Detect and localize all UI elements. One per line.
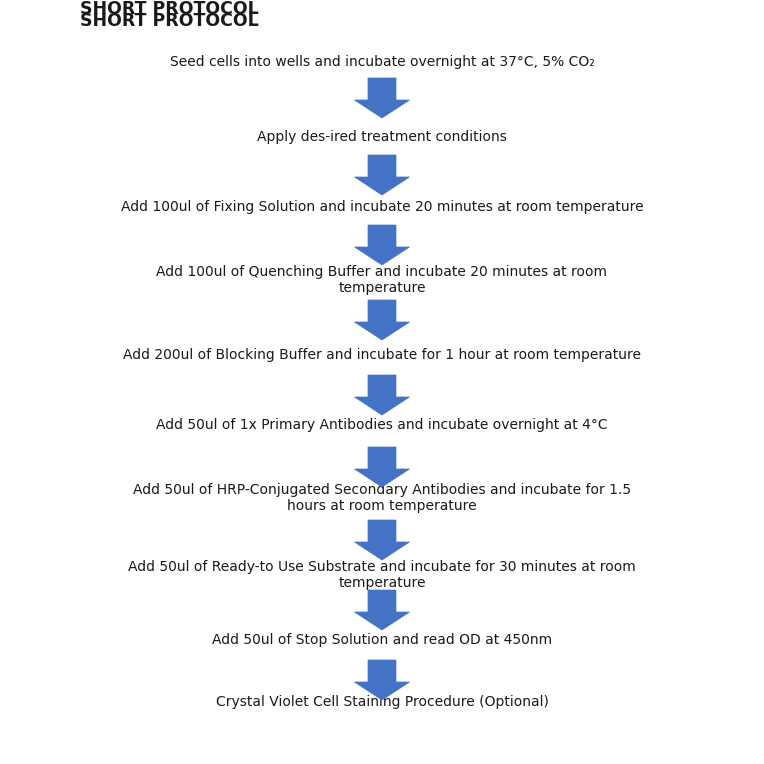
Polygon shape xyxy=(354,155,410,195)
Polygon shape xyxy=(354,590,410,630)
Text: Add 200ul of Blocking Buffer and incubate for 1 hour at room temperature: Add 200ul of Blocking Buffer and incubat… xyxy=(123,348,641,362)
Text: Seed cells into wells and incubate overnight at 37°C, 5% CO₂: Seed cells into wells and incubate overn… xyxy=(170,55,594,69)
Text: Apply des­ired treatment conditions: Apply des­ired treatment conditions xyxy=(257,130,507,144)
Text: SHORT PROTOCOL: SHORT PROTOCOL xyxy=(80,0,259,18)
Polygon shape xyxy=(354,520,410,560)
Polygon shape xyxy=(354,300,410,340)
Text: Add 50ul of HRP-Conjugated Secondary Antibodies and incubate for 1.5
hours at ro: Add 50ul of HRP-Conjugated Secondary Ant… xyxy=(133,483,631,513)
Polygon shape xyxy=(354,225,410,265)
Polygon shape xyxy=(354,375,410,415)
Polygon shape xyxy=(354,447,410,487)
Polygon shape xyxy=(354,660,410,700)
Text: Add 50ul of 1x Primary Antibodies and incubate overnight at 4°C: Add 50ul of 1x Primary Antibodies and in… xyxy=(156,418,608,432)
Text: Add 50ul of Stop Solution and read OD at 450nm: Add 50ul of Stop Solution and read OD at… xyxy=(212,633,552,647)
Text: Add 100ul of Quenching Buffer and incubate 20 minutes at room
temperature: Add 100ul of Quenching Buffer and incuba… xyxy=(157,265,607,295)
Text: Add 100ul of Fixing Solution and incubate 20 minutes at room temperature: Add 100ul of Fixing Solution and incubat… xyxy=(121,200,643,214)
Text: Add 50ul of Ready-to Use Substrate and incubate for 30 minutes at room
temperatu: Add 50ul of Ready-to Use Substrate and i… xyxy=(128,560,636,591)
Polygon shape xyxy=(354,78,410,118)
Text: Crystal Violet Cell Staining Procedure (Optional): Crystal Violet Cell Staining Procedure (… xyxy=(215,695,549,709)
Text: SHORT PROTOCOL: SHORT PROTOCOL xyxy=(80,12,259,30)
